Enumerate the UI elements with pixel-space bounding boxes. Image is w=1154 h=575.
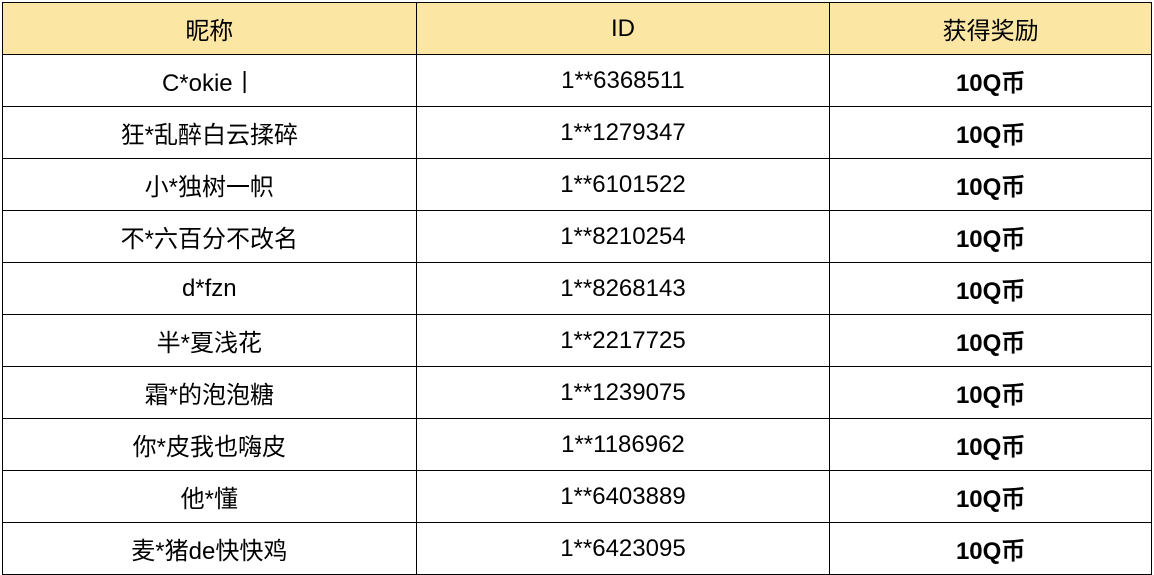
cell-nickname: C*okie丨: [3, 55, 417, 107]
cell-nickname: 小*独树一帜: [3, 159, 417, 211]
cell-id: 1**2217725: [416, 315, 830, 367]
cell-reward: 10Q币: [830, 55, 1152, 107]
table-row: 小*独树一帜1**610152210Q币: [3, 159, 1152, 211]
cell-reward: 10Q币: [830, 419, 1152, 471]
cell-nickname: d*fzn: [3, 263, 417, 315]
table-row: 麦*猪de快快鸡1**642309510Q币: [3, 523, 1152, 575]
table-row: 不*六百分不改名1**821025410Q币: [3, 211, 1152, 263]
table-row: C*okie丨1**636851110Q币: [3, 55, 1152, 107]
header-nickname: 昵称: [3, 3, 417, 55]
table-row: 狂*乱醉白云揉碎1**127934710Q币: [3, 107, 1152, 159]
rewards-table: 昵称 ID 获得奖励 C*okie丨1**636851110Q币狂*乱醉白云揉碎…: [2, 2, 1152, 575]
cell-id: 1**1239075: [416, 367, 830, 419]
cell-id: 1**1279347: [416, 107, 830, 159]
table-body: C*okie丨1**636851110Q币狂*乱醉白云揉碎1**12793471…: [3, 55, 1152, 575]
cell-reward: 10Q币: [830, 315, 1152, 367]
cell-reward: 10Q币: [830, 523, 1152, 575]
cell-nickname: 不*六百分不改名: [3, 211, 417, 263]
cell-reward: 10Q币: [830, 471, 1152, 523]
cell-id: 1**6101522: [416, 159, 830, 211]
table-header: 昵称 ID 获得奖励: [3, 3, 1152, 55]
cell-nickname: 他*懂: [3, 471, 417, 523]
cell-reward: 10Q币: [830, 263, 1152, 315]
table-row: 你*皮我也嗨皮1**118696210Q币: [3, 419, 1152, 471]
cell-reward: 10Q币: [830, 107, 1152, 159]
cell-nickname: 半*夏浅花: [3, 315, 417, 367]
cell-id: 1**6368511: [416, 55, 830, 107]
table-row: 半*夏浅花1**221772510Q币: [3, 315, 1152, 367]
header-reward: 获得奖励: [830, 3, 1152, 55]
cell-nickname: 狂*乱醉白云揉碎: [3, 107, 417, 159]
cell-id: 1**1186962: [416, 419, 830, 471]
cell-id: 1**6423095: [416, 523, 830, 575]
table-row: d*fzn1**826814310Q币: [3, 263, 1152, 315]
table-row: 霜*的泡泡糖1**123907510Q币: [3, 367, 1152, 419]
cell-reward: 10Q币: [830, 211, 1152, 263]
cell-id: 1**8268143: [416, 263, 830, 315]
cell-id: 1**8210254: [416, 211, 830, 263]
header-row: 昵称 ID 获得奖励: [3, 3, 1152, 55]
cell-nickname: 霜*的泡泡糖: [3, 367, 417, 419]
table-row: 他*懂1**640388910Q币: [3, 471, 1152, 523]
cell-reward: 10Q币: [830, 159, 1152, 211]
header-id: ID: [416, 3, 830, 55]
cell-nickname: 麦*猪de快快鸡: [3, 523, 417, 575]
cell-nickname: 你*皮我也嗨皮: [3, 419, 417, 471]
cell-reward: 10Q币: [830, 367, 1152, 419]
cell-id: 1**6403889: [416, 471, 830, 523]
